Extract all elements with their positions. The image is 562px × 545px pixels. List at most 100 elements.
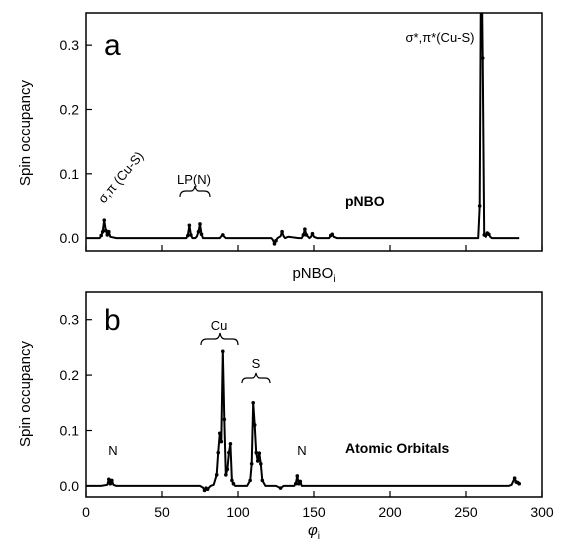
x-axis-title-b: φi xyxy=(308,522,320,542)
y-axis-title-a: Spin occupancy xyxy=(17,80,34,186)
x-tick-label-b: 300 xyxy=(530,504,554,520)
annotation-n-left: N xyxy=(108,443,117,458)
data-point-b xyxy=(257,451,262,456)
data-point-a xyxy=(99,233,103,238)
x-tick-label-b: 100 xyxy=(226,504,250,520)
data-point-b xyxy=(251,401,255,405)
annotation-sigma-star-pi-star-cu-s: σ*,π*(Cu-S) xyxy=(406,30,475,45)
data-point-a xyxy=(310,231,315,236)
annotation-cu: Cu xyxy=(211,318,228,333)
data-point-b xyxy=(293,481,298,486)
plot-frame-a xyxy=(85,12,543,252)
data-point-a xyxy=(102,218,107,222)
data-point-a xyxy=(480,56,485,60)
annotation-n-right: N xyxy=(297,443,306,458)
data-point-b xyxy=(110,478,114,483)
data-point-a xyxy=(107,229,111,234)
x-axis-title-b-main: φ xyxy=(308,522,318,539)
panel-a: 0.00.10.20.3 a Spin occupancy pNBOi σ,π … xyxy=(17,12,543,285)
data-point-b xyxy=(217,431,222,436)
x-axis-title-a-sub: i xyxy=(333,274,335,285)
data-point-b xyxy=(230,478,234,483)
axis-ticks-b: 0.0 0.1 0.2 0.3 0 50 100 150 200 250 300 xyxy=(60,312,554,520)
data-point-b xyxy=(225,467,230,472)
y-tick-label-b: 0.0 xyxy=(60,478,80,494)
x-axis-title-a: pNBOi xyxy=(292,265,335,285)
data-point-a xyxy=(477,204,482,208)
data-point-b xyxy=(224,473,228,477)
data-point-b xyxy=(512,476,517,480)
x-tick-label-b: 0 xyxy=(82,504,90,520)
data-point-b xyxy=(214,473,219,477)
data-point-b xyxy=(228,442,233,446)
data-point-a xyxy=(482,233,487,237)
data-point-b xyxy=(107,477,111,482)
data-point-a xyxy=(189,233,193,237)
panel-letter-b: b xyxy=(104,304,121,337)
data-point-a xyxy=(105,233,110,237)
x-tick-label-b: 200 xyxy=(378,504,402,520)
data-point-a xyxy=(199,232,204,237)
data-point-b xyxy=(295,474,300,478)
y-tick-label-a: 0.1 xyxy=(60,166,80,182)
data-point-b xyxy=(249,461,254,466)
data-point-b xyxy=(231,481,236,486)
data-point-b xyxy=(254,450,259,455)
y-tick-label-b: 0.2 xyxy=(60,367,80,383)
data-point-b xyxy=(108,481,113,486)
x-tick-label-b: 150 xyxy=(302,504,326,520)
y-tick-label-a: 0.2 xyxy=(60,101,80,117)
y-tick-label-b: 0.1 xyxy=(60,423,80,439)
data-point-a xyxy=(280,229,284,234)
data-point-b xyxy=(248,478,252,483)
data-point-b xyxy=(517,481,521,486)
panel-letter-a: a xyxy=(104,29,121,62)
x-tick-label-b: 250 xyxy=(454,504,478,520)
x-axis-title-a-main: pNBO xyxy=(292,265,333,282)
data-point-b xyxy=(259,461,263,466)
data-point-a xyxy=(303,227,307,231)
data-point-a xyxy=(274,238,278,243)
series-line-a xyxy=(86,13,520,245)
annotation-pnbo: pNBO xyxy=(345,193,385,209)
data-point-a xyxy=(103,228,108,233)
series-a xyxy=(86,13,520,246)
panel-b: 0.0 0.1 0.2 0.3 0 50 100 150 200 250 300 b Spin oc… xyxy=(17,291,554,542)
data-point-b xyxy=(222,417,227,422)
plot-frame-b xyxy=(85,291,543,498)
y-axis-title-b: Spin occupancy xyxy=(17,341,34,447)
data-point-a xyxy=(221,233,225,237)
data-point-a xyxy=(301,233,306,237)
data-point-b xyxy=(219,439,224,444)
data-point-b xyxy=(227,450,231,455)
data-point-a xyxy=(100,229,105,234)
annotation-s: S xyxy=(252,356,261,371)
x-axis-title-b-sub: i xyxy=(318,531,320,542)
data-point-a xyxy=(304,233,309,237)
annotation-atomic-orbitals: Atomic Orbitals xyxy=(345,440,449,456)
data-point-b xyxy=(252,423,257,427)
data-point-b xyxy=(255,459,260,463)
annotation-lp-n: LP(N) xyxy=(177,172,211,187)
data-point-b xyxy=(298,479,303,484)
data-point-a xyxy=(272,242,277,246)
data-point-b xyxy=(221,349,225,354)
data-point-b xyxy=(216,450,221,455)
y-tick-label-a: 0.0 xyxy=(60,230,80,246)
data-point-a xyxy=(186,233,190,238)
series-b xyxy=(86,349,521,493)
x-tick-label-b: 50 xyxy=(154,504,170,520)
y-ticks-a: 0.0 0.1 0.2 0.3 xyxy=(60,37,543,251)
brace-cu xyxy=(200,332,239,346)
series-line-b xyxy=(86,350,520,492)
brace-lp-n xyxy=(179,185,211,198)
data-point-a xyxy=(487,232,491,237)
data-point-a xyxy=(187,223,192,228)
brace-s xyxy=(241,372,271,384)
y-tick-label-b: 0.3 xyxy=(60,312,80,328)
data-point-b xyxy=(260,478,265,483)
data-point-b xyxy=(205,487,210,492)
y-tick-label-a: 0.3 xyxy=(60,37,80,53)
annotation-sigma-pi-cu-s: σ,π (Cu-S) xyxy=(95,148,147,206)
